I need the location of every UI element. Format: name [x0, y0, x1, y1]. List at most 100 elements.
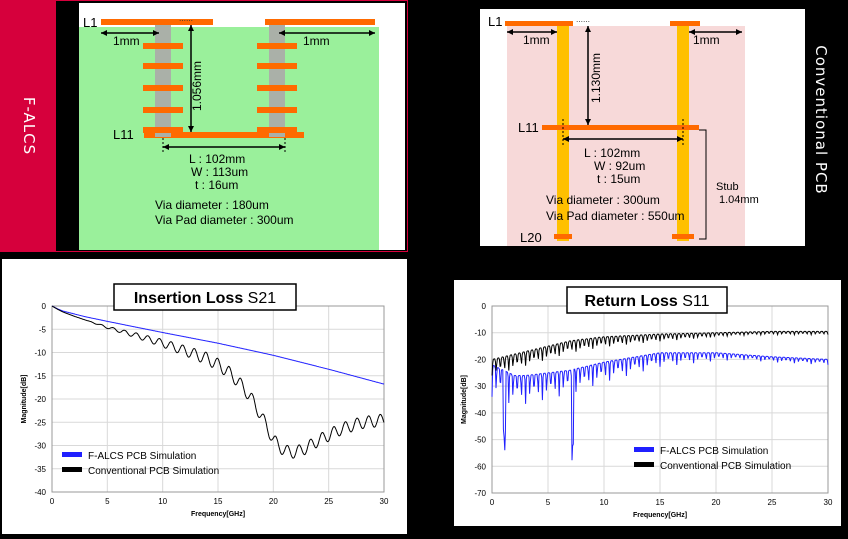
- x-axis-label: Frequency[GHz]: [191, 511, 245, 518]
- series-line-conventional: [491, 330, 829, 376]
- x-tick-label: 30: [380, 497, 389, 506]
- falcs-panel: F-ALCS ⋯⋯: [0, 0, 408, 252]
- insertion-loss-chart: 0 -5 -10 -15 -20 -25 -30 -35 -40 0 5 10 15 20 25 30 Freq…: [2, 259, 407, 534]
- conventional-l1-dots: ⋯⋯: [576, 19, 590, 26]
- falcs-via-pad: [143, 127, 183, 133]
- falcs-height-label: 1.056mm: [190, 61, 204, 111]
- arrowhead: [585, 119, 591, 125]
- falcs-via-pads: [143, 43, 297, 133]
- series-line-falcs: [491, 352, 829, 461]
- arrowhead: [563, 136, 569, 142]
- y-tick-label: -10: [34, 349, 46, 358]
- series-line-conventional: [51, 305, 385, 459]
- falcs-via-pad: [143, 43, 183, 49]
- conventional-spec-t: t : 15um: [597, 172, 640, 186]
- conventional-via-diameter: Via diameter : 300um: [546, 193, 660, 207]
- falcs-l1-trace-right: [265, 19, 375, 25]
- falcs-pitch-right-label: 1mm: [303, 34, 330, 48]
- conventional-via-pad-diameter: Via Pad diameter : 550um: [546, 209, 685, 223]
- falcs-label-l11: L11: [113, 127, 134, 142]
- y-axis-label: Magnitude[dB]: [21, 375, 28, 424]
- falcs-dielectric: [79, 27, 379, 251]
- conventional-side-label: Conventional PCB: [812, 45, 830, 195]
- legend-swatch: [62, 452, 82, 457]
- falcs-l11-trace: [144, 132, 304, 138]
- y-tick-label: -15: [34, 372, 46, 381]
- y-axis-label: Magnitude[dB]: [461, 375, 468, 424]
- arrowhead: [689, 29, 695, 35]
- falcs-spec-l: L : 102mm: [189, 152, 245, 166]
- y-tick-label: -70: [474, 489, 486, 498]
- insertion-loss-svg: 0 -5 -10 -15 -20 -25 -30 -35 -40 0 5 10 15 20 25 30 Freq…: [21, 283, 389, 518]
- y-tick-label: -40: [474, 409, 486, 418]
- arrowhead: [188, 25, 194, 31]
- falcs-via-pad: [143, 107, 183, 113]
- arrowhead: [507, 29, 513, 35]
- arrowhead: [369, 30, 375, 36]
- legend-label: Conventional PCB Simulation: [660, 461, 791, 472]
- x-tick-label: 10: [600, 498, 609, 507]
- legend-label: F-ALCS PCB Simulation: [660, 446, 768, 457]
- conventional-l20-pad-left: [554, 234, 572, 239]
- conventional-stub-label: Stub: [716, 181, 739, 193]
- conventional-pitch-right-label: 1mm: [693, 33, 720, 47]
- x-tick-label: 15: [656, 498, 665, 507]
- conventional-spec-w: W : 92um: [594, 159, 645, 173]
- x-tick-label: 0: [50, 497, 55, 506]
- y-tick-label: -40: [34, 488, 46, 497]
- falcs-via-right: [269, 25, 285, 137]
- legend-label: Conventional PCB Simulation: [88, 466, 219, 477]
- falcs-via-pad: [257, 107, 297, 113]
- falcs-side-bar: [1, 1, 56, 251]
- legend-swatch: [634, 447, 654, 452]
- chart-title-box: [566, 286, 728, 314]
- x-tick-label: 5: [105, 497, 110, 506]
- x-tick-label: 20: [712, 498, 721, 507]
- falcs-label-l1: L1: [83, 15, 97, 30]
- conventional-pitch-left-label: 1mm: [523, 33, 550, 47]
- arrowhead: [736, 29, 742, 35]
- conventional-height-label: 1.130mm: [589, 53, 603, 103]
- conventional-spec-l: L : 102mm: [584, 146, 640, 160]
- x-tick-label: 15: [214, 497, 223, 506]
- x-tick-label: 5: [546, 498, 551, 507]
- falcs-diagram: ⋯⋯ L1 1mm 1mm 1.056mm: [79, 3, 405, 251]
- y-tick-label: -30: [474, 382, 486, 391]
- falcs-via-pad-diameter: Via Pad diameter : 300um: [155, 213, 294, 227]
- chart-title: Insertion Loss S21: [134, 290, 276, 307]
- x-tick-label: 30: [824, 498, 833, 507]
- falcs-diagram-svg: ⋯⋯ L1 1mm 1mm 1.056mm: [79, 15, 379, 251]
- falcs-spec-t: t : 16um: [195, 178, 238, 192]
- return-loss-chart: 0 -10 -20 -30 -40 -50 -60 -70 0 5 10 15 20 25 30 Freque…: [454, 280, 841, 526]
- falcs-via-diameter: Via diameter : 180um: [155, 198, 269, 212]
- return-loss-svg: 0 -10 -20 -30 -40 -50 -60 -70 0 5 10 15 20 25 30 Freque…: [461, 286, 833, 519]
- legend-label: F-ALCS PCB Simulation: [88, 451, 196, 462]
- falcs-via-pad: [143, 63, 183, 69]
- conventional-label-l11: L11: [518, 120, 539, 135]
- arrowhead: [153, 30, 159, 36]
- y-tick-label: -35: [34, 465, 46, 474]
- falcs-via-pad: [257, 85, 297, 91]
- x-tick-label: 25: [324, 497, 333, 506]
- arrowhead: [585, 26, 591, 32]
- falcs-via-pad: [257, 43, 297, 49]
- conventional-panel: Conventional PCB ⋯⋯: [440, 0, 848, 252]
- falcs-via-left: [155, 25, 171, 137]
- conventional-stub-bracket: [699, 129, 707, 240]
- y-tick-label: -10: [474, 329, 486, 338]
- chart-title-box: [113, 283, 297, 311]
- conventional-dielectric: [507, 26, 745, 246]
- conventional-diagram: ⋯⋯ L1 1mm 1mm 1.130mm L: [480, 9, 805, 246]
- y-tick-label: -50: [474, 436, 486, 445]
- x-tick-label: 0: [490, 498, 495, 507]
- chart-title: Return Loss S11: [584, 293, 709, 310]
- falcs-l1-trace-left: [101, 19, 213, 25]
- y-tick-label: -30: [34, 442, 46, 451]
- conventional-l1-trace-left: [505, 21, 573, 26]
- falcs-pitch-left-label: 1mm: [113, 34, 140, 48]
- arrowhead: [279, 144, 285, 150]
- conventional-label-l20: L20: [520, 230, 542, 245]
- y-tick-label: 0: [42, 302, 47, 311]
- y-tick-label: -60: [474, 462, 486, 471]
- falcs-l1-dots: ⋯⋯: [179, 18, 193, 25]
